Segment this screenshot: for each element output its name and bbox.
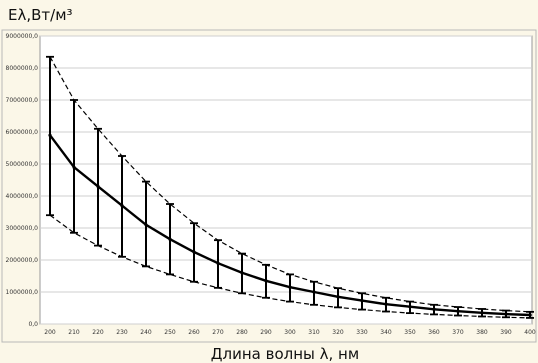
data-point xyxy=(240,271,244,275)
data-point xyxy=(96,184,100,188)
y-tick-label: 1000000,0 xyxy=(6,289,39,296)
series-layer xyxy=(46,55,534,319)
y-tick-label: 8000000,0 xyxy=(6,65,39,72)
x-tick-label: 320 xyxy=(332,329,344,336)
x-tick-label: 340 xyxy=(380,329,392,336)
data-point xyxy=(288,285,292,289)
x-tick-label: 270 xyxy=(212,329,224,336)
y-tick-label: 2000000,0 xyxy=(6,257,39,264)
y-tick-label: 6000000,0 xyxy=(6,129,39,136)
data-point xyxy=(144,223,148,227)
x-tick-label: 240 xyxy=(140,329,152,336)
x-tick-layer: 200 210 220 230 240 250 260 270 280 290 300 310 320 3… xyxy=(44,329,536,336)
data-point xyxy=(408,305,412,309)
data-point xyxy=(336,295,340,299)
data-point xyxy=(168,237,172,241)
data-point xyxy=(528,313,532,317)
x-tick-label: 390 xyxy=(500,329,512,336)
y-tick-layer: 0,0 1000000,0 2000000,0 3000000,0 4000000,0 5… xyxy=(6,33,39,328)
y-tick-label: 0,0 xyxy=(28,321,38,328)
x-tick-label: 280 xyxy=(236,329,248,336)
x-tick-label: 210 xyxy=(68,329,80,336)
x-tick-label: 290 xyxy=(260,329,272,336)
x-tick-label: 350 xyxy=(404,329,416,336)
x-tick-label: 400 xyxy=(524,329,536,336)
x-tick-label: 260 xyxy=(188,329,200,336)
x-tick-label: 370 xyxy=(452,329,464,336)
y-axis-title: Eλ,Вт/м³ xyxy=(8,6,73,24)
data-point xyxy=(360,299,364,303)
data-point xyxy=(456,309,460,313)
plot-area xyxy=(39,35,533,325)
data-point xyxy=(216,261,220,265)
x-tick-label: 250 xyxy=(164,329,176,336)
data-point xyxy=(192,250,196,254)
y-tick-label: 7000000,0 xyxy=(6,97,39,104)
x-tick-label: 330 xyxy=(356,329,368,336)
y-tick-label: 5000000,0 xyxy=(6,161,39,168)
x-tick-label: 200 xyxy=(44,329,56,336)
data-point xyxy=(480,311,484,315)
x-tick-label: 300 xyxy=(284,329,296,336)
data-point xyxy=(72,165,76,169)
x-tick-label: 360 xyxy=(428,329,440,336)
x-tick-label: 380 xyxy=(476,329,488,336)
data-point xyxy=(48,133,52,137)
x-tick-label: 230 xyxy=(116,329,128,336)
data-point xyxy=(384,302,388,306)
data-point xyxy=(312,290,316,294)
x-axis-title: Длина волны λ, нм xyxy=(211,345,359,363)
x-tick-label: 310 xyxy=(308,329,320,336)
data-point xyxy=(120,204,124,208)
y-tick-label: 4000000,0 xyxy=(6,193,39,200)
data-point xyxy=(432,307,436,311)
data-point xyxy=(264,279,268,283)
chart-frame xyxy=(1,29,537,343)
data-point xyxy=(504,312,508,316)
x-tick-label: 220 xyxy=(92,329,104,336)
y-tick-label: 3000000,0 xyxy=(6,225,39,232)
y-tick-label: 9000000,0 xyxy=(6,33,39,40)
